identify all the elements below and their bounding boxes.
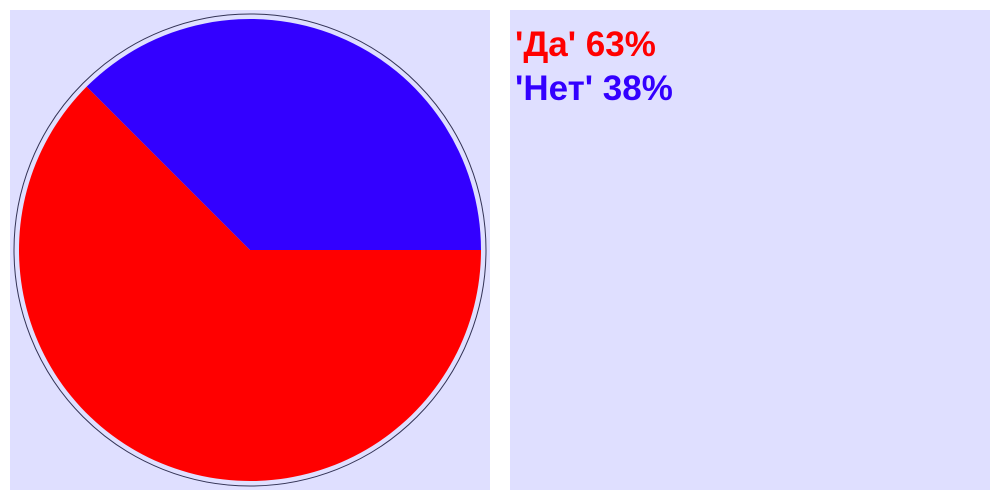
legend-item-da: 'Да' 63% bbox=[515, 25, 656, 64]
pie-chart bbox=[13, 13, 487, 487]
pie-slice-da bbox=[18, 86, 481, 482]
pie-chart-panel bbox=[10, 10, 490, 490]
legend-item-net: 'Нет' 38% bbox=[515, 69, 673, 108]
pie-outline bbox=[13, 13, 487, 487]
pie-slice-net bbox=[86, 19, 482, 251]
legend-panel: 'Да' 63% 'Нет' 38% bbox=[510, 10, 990, 490]
